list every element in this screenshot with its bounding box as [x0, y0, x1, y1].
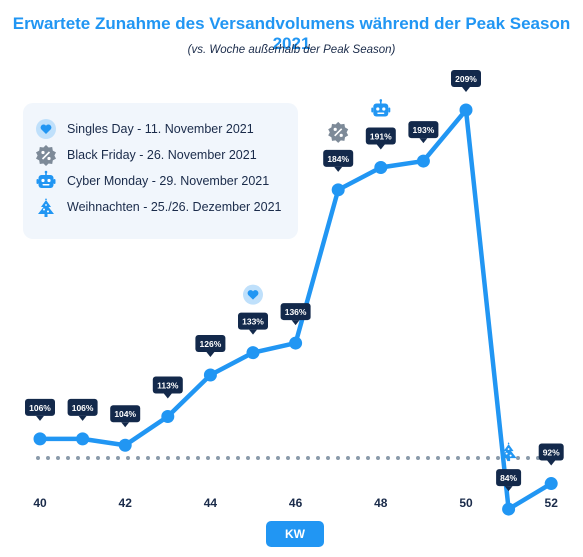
data-point	[246, 346, 260, 360]
heart-icon	[243, 284, 263, 305]
svg-text:92%: 92%	[543, 448, 560, 458]
data-point	[203, 368, 217, 382]
data-point	[76, 432, 90, 446]
data-label: 126%	[195, 334, 226, 357]
legend-item-singles-day: Singles Day - 11. November 2021	[35, 119, 254, 139]
x-tick-label: 42	[119, 496, 133, 510]
data-label: 191%	[365, 127, 396, 150]
data-point	[331, 183, 345, 197]
chart-subtitle: (vs. Woche außerhalb der Peak Season)	[187, 44, 396, 56]
data-label: 92%	[538, 443, 564, 466]
svg-text:104%: 104%	[114, 409, 136, 419]
svg-text:133%: 133%	[242, 317, 264, 327]
svg-text:84%: 84%	[500, 473, 517, 483]
legend-label: Weihnachten - 25./26. Dezember 2021	[67, 200, 282, 214]
legend-label: Black Friday - 26. November 2021	[67, 148, 257, 162]
svg-text:106%: 106%	[29, 403, 51, 413]
data-point	[502, 502, 516, 516]
svg-text:106%: 106%	[72, 403, 94, 413]
data-label: 136%	[280, 303, 311, 326]
data-point	[118, 438, 132, 452]
x-tick-label: 44	[204, 496, 218, 510]
data-point	[374, 160, 388, 174]
x-tick-label: 46	[289, 496, 303, 510]
data-label: 133%	[238, 312, 268, 335]
christmas-tree-icon	[500, 442, 517, 462]
data-label: 84%	[496, 469, 522, 492]
data-label: 106%	[25, 398, 55, 421]
x-axis-label: KW	[266, 521, 324, 547]
data-point	[459, 103, 473, 117]
robot-icon	[35, 170, 57, 192]
robot-icon	[371, 99, 391, 117]
heart-icon	[35, 118, 57, 140]
legend-label: Cyber Monday - 29. November 2021	[67, 174, 270, 188]
x-tick-label: 52	[545, 496, 559, 510]
data-label: 209%	[451, 70, 481, 92]
chart-title: Erwartete Zunahme des Versandvolumens wä…	[12, 14, 571, 53]
x-tick-label: 40	[33, 496, 47, 510]
data-point	[544, 477, 558, 491]
x-tick-label: 48	[374, 496, 388, 510]
data-label: 184%	[323, 149, 354, 172]
legend-item-black-friday: Black Friday - 26. November 2021	[35, 144, 257, 166]
svg-text:184%: 184%	[327, 154, 349, 164]
svg-text:136%: 136%	[285, 307, 307, 317]
data-point	[416, 154, 430, 168]
data-label: 106%	[67, 398, 98, 421]
data-point	[161, 409, 175, 423]
data-label: 113%	[152, 376, 183, 399]
svg-text:113%: 113%	[157, 380, 179, 390]
svg-text:209%: 209%	[455, 74, 477, 84]
x-tick-label: 50	[459, 496, 473, 510]
data-label: 193%	[408, 121, 439, 144]
data-point	[33, 432, 47, 446]
badge-percent-icon	[328, 121, 349, 143]
data-point	[289, 336, 303, 350]
legend: Singles Day - 11. November 2021 Black Fr…	[23, 103, 298, 239]
data-label: 104%	[110, 405, 141, 428]
svg-text:193%: 193%	[413, 125, 435, 135]
badge-percent-icon	[35, 144, 57, 166]
svg-text:191%: 191%	[370, 131, 392, 141]
legend-label: Singles Day - 11. November 2021	[67, 122, 254, 136]
legend-item-christmas: Weihnachten - 25./26. Dezember 2021	[35, 197, 281, 217]
christmas-tree-icon	[35, 196, 57, 218]
svg-text:126%: 126%	[200, 339, 222, 349]
legend-item-cyber-monday: Cyber Monday - 29. November 2021	[35, 170, 270, 192]
